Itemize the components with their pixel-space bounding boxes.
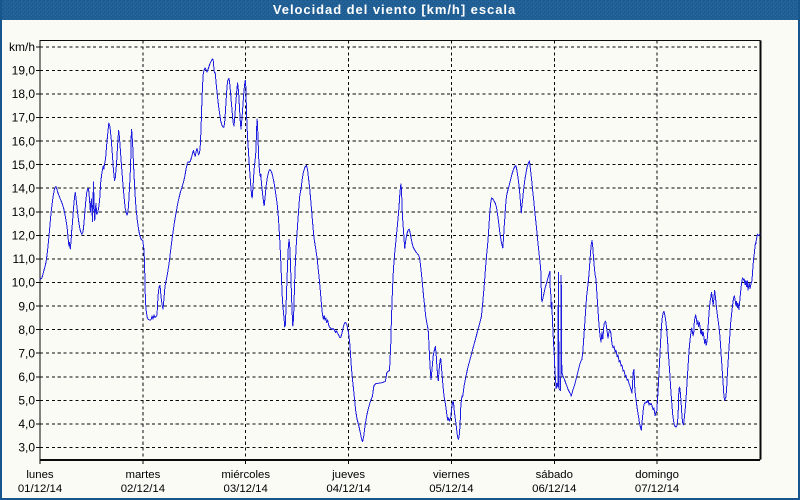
svg-text:15,0: 15,0 (12, 158, 36, 172)
svg-text:14,0: 14,0 (12, 181, 36, 195)
svg-text:06/12/14: 06/12/14 (532, 483, 576, 495)
svg-text:9,0: 9,0 (18, 299, 35, 313)
svg-text:12,0: 12,0 (12, 229, 36, 243)
svg-text:02/12/14: 02/12/14 (121, 483, 165, 495)
svg-text:8,0: 8,0 (18, 323, 35, 337)
svg-text:17,0: 17,0 (12, 111, 36, 125)
svg-text:6,0: 6,0 (18, 370, 35, 384)
svg-text:viernes: viernes (433, 469, 470, 481)
svg-text:04/12/14: 04/12/14 (326, 483, 370, 495)
svg-text:11,0: 11,0 (13, 252, 36, 266)
svg-text:domingo: domingo (635, 469, 679, 481)
svg-text:jueves: jueves (331, 469, 365, 481)
svg-text:03/12/14: 03/12/14 (224, 483, 268, 495)
svg-text:19,0: 19,0 (12, 64, 36, 78)
svg-text:05/12/14: 05/12/14 (429, 483, 473, 495)
svg-text:01/12/14: 01/12/14 (18, 483, 62, 495)
svg-text:martes: martes (125, 469, 160, 481)
svg-text:lunes: lunes (26, 469, 54, 481)
svg-text:18,0: 18,0 (12, 87, 36, 101)
svg-text:5,0: 5,0 (18, 394, 35, 408)
svg-text:16,0: 16,0 (12, 134, 36, 148)
svg-text:07/12/14: 07/12/14 (635, 483, 679, 495)
svg-text:4,0: 4,0 (18, 417, 35, 431)
svg-text:km/h: km/h (9, 40, 35, 54)
svg-text:miércoles: miércoles (221, 469, 270, 481)
svg-text:3,0: 3,0 (18, 441, 35, 455)
svg-text:sábado: sábado (536, 469, 573, 481)
svg-text:10,0: 10,0 (12, 276, 36, 290)
svg-text:7,0: 7,0 (18, 346, 35, 360)
svg-text:13,0: 13,0 (12, 205, 36, 219)
